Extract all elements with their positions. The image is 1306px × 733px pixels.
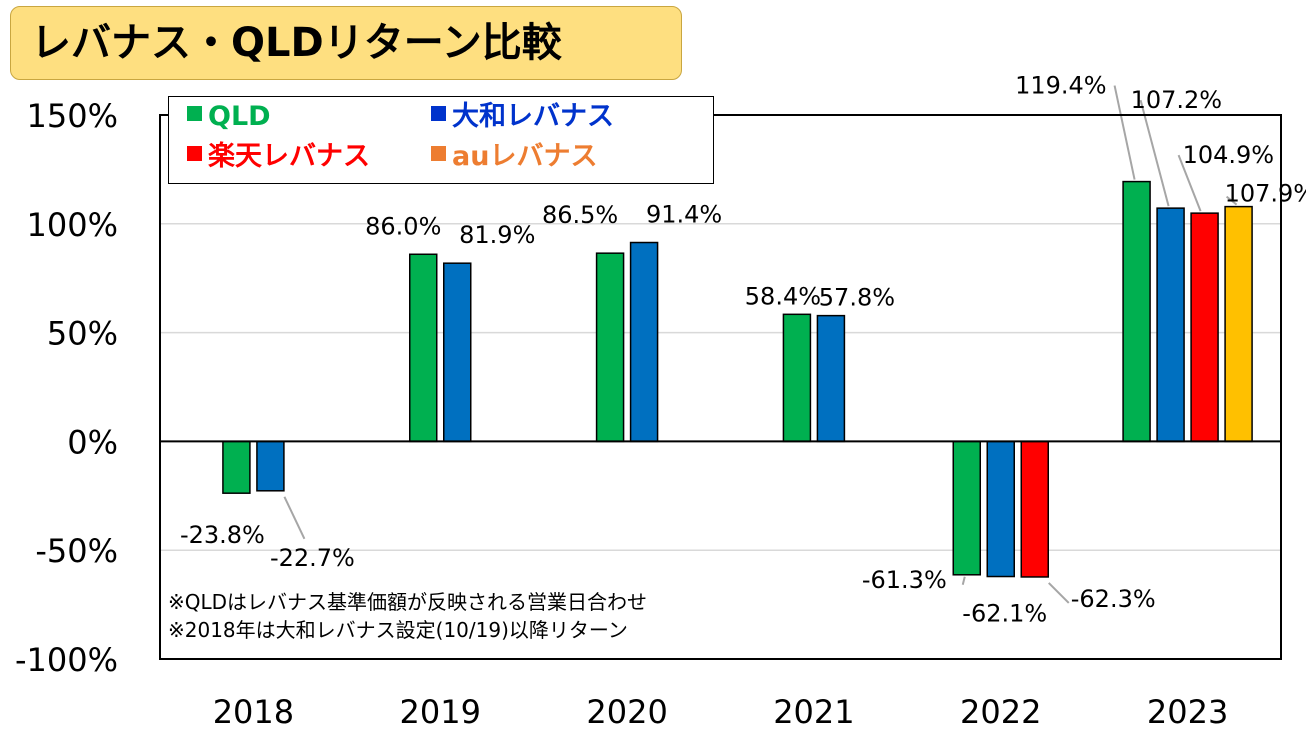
bar [443,262,472,443]
data-label: -22.7% [270,544,355,572]
data-label: 86.0% [365,212,441,240]
bar [409,253,438,443]
bar [816,314,846,443]
y-tick-label: 100% [27,206,118,244]
bar [222,440,251,494]
x-tick-label: 2018 [213,693,294,731]
legend-marker [187,146,202,161]
data-label: 119.4% [1015,72,1107,100]
plot-frame [159,114,1282,660]
bar [1156,207,1185,443]
bar [595,252,625,443]
legend-marker [187,106,202,121]
bar [986,440,1015,578]
leader-line [1139,99,1170,207]
y-tick-label: -100% [15,641,118,679]
legend: QLD 大和レバナス 楽天レバナス auレバナス [168,96,714,184]
bar [256,440,285,492]
legend-marker [431,106,446,121]
bar [782,313,812,443]
data-label: 91.4% [646,201,722,229]
legend-label: QLD [208,101,271,132]
bar [629,241,659,443]
data-label: -62.3% [1071,585,1156,613]
leader-line [1113,85,1136,180]
legend-item-au: auレバナス [431,141,597,173]
x-tick-label: 2023 [1147,693,1228,731]
legend-marker [431,146,446,161]
data-labels: -23.8%-22.7% 86.0% 81.9%86.5% 91.4% 58.4%57.… [180,72,1306,628]
data-label: 58.4% [745,282,821,310]
y-tick-label: 50% [47,315,118,353]
legend-item-daiwa: 大和レバナス [431,101,614,133]
leader-line [283,496,306,540]
x-tick-label: 2021 [773,693,854,731]
footnote: ※2018年は大和レバナス設定(10/19)以降リターン [168,618,628,642]
leader-line [1225,195,1238,206]
bar [1020,440,1049,578]
leader-line [1177,154,1202,212]
legend-label: 楽天レバナス [208,141,370,172]
plot-border [159,114,1282,660]
legend-item-qld: QLD [187,101,271,133]
data-label: -61.3% [862,566,947,594]
x-tick-label: 2019 [400,693,481,731]
leader-line [1048,582,1070,604]
x-axis-ticks: 2018 2019 2020 2021 2022 2023 [213,693,1229,731]
data-label: 86.5% [542,201,618,229]
title-banner: レバナス・QLDリターン比較 [10,6,682,80]
bar [952,440,981,576]
label-leaders [283,85,1238,604]
data-label: -62.1% [962,600,1047,628]
data-label: 57.8% [819,284,895,312]
y-tick-label: 150% [27,97,118,135]
y-axis-ticks: 150% 100% 50% 0% -50% -100% [15,97,118,679]
data-label: 107.2% [1131,86,1223,114]
data-label: 81.9% [459,221,535,249]
data-label: -23.8% [180,521,265,549]
legend-item-rakuten: 楽天レバナス [187,141,370,173]
bar [1224,205,1253,443]
x-tick-label: 2020 [586,693,667,731]
y-tick-label: -50% [35,532,118,570]
bar [1190,212,1219,443]
x-tick-label: 2022 [960,693,1041,731]
data-label: 104.9% [1183,141,1275,169]
legend-label: auレバナス [452,141,598,172]
chart-title: レバナス・QLDリターン比較 [31,20,562,66]
bars [222,180,1253,578]
y-tick-label: 0% [67,423,118,461]
leader-line [961,576,966,586]
footnote: ※QLDはレバナス基準価額が反映される営業日合わせ [168,590,648,614]
bar [1122,180,1151,443]
legend-label: 大和レバナス [452,101,614,132]
data-label: 107.9% [1225,180,1306,208]
